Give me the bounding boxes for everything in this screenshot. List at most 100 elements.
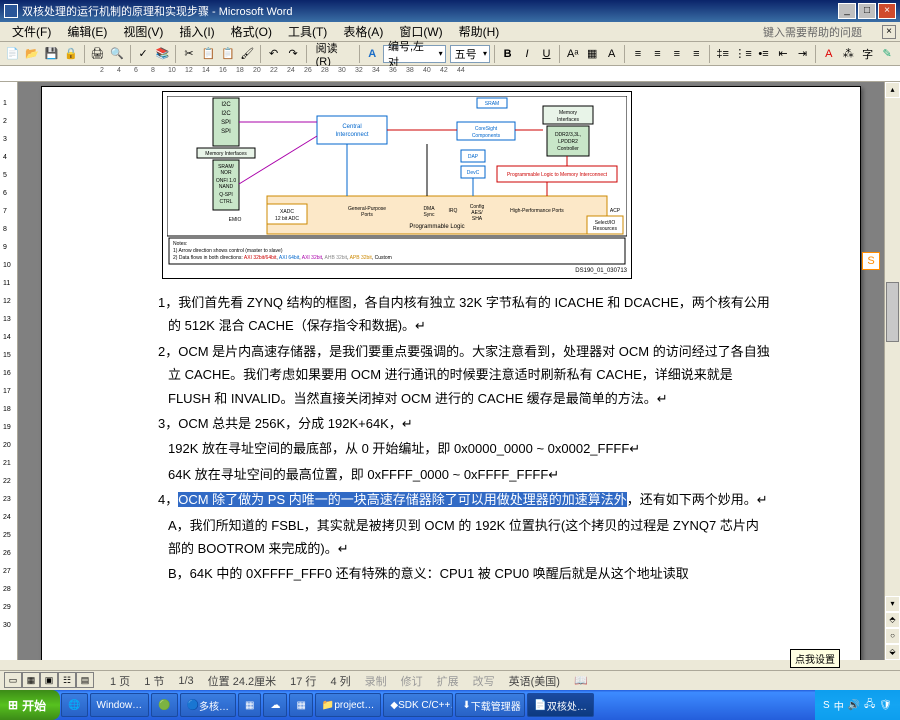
svg-text:1) Arrow direction shows contr: 1) Arrow direction shows control (master… — [173, 248, 283, 254]
task-sogou[interactable]: 🔵多核… — [180, 693, 236, 717]
document-body[interactable]: 1，我们首先看 ZYNQ 结构的框图，各自内核有独立 32K 字节私有的 ICA… — [142, 291, 770, 586]
task-sdk[interactable]: ◆SDK C/C++… — [383, 693, 453, 717]
para-4a: A，我们所知道的 FSBL，其实就是被拷贝到 OCM 的 192K 位置执行(这… — [142, 514, 770, 561]
read-button[interactable]: 阅读(R) — [311, 44, 353, 64]
bullet-list-icon[interactable]: •≡ — [755, 44, 772, 64]
next-page-icon[interactable]: ⬙ — [885, 644, 900, 660]
numbered-list-icon[interactable]: ⋮≡ — [733, 44, 752, 64]
highlighted-text: OCM 除了做为 PS 内唯一的一块高速存储器除了可以用做处理器的加速算法外 — [178, 492, 627, 507]
menu-help[interactable]: 帮助(H) — [451, 21, 508, 42]
browse-obj-icon[interactable]: ○ — [885, 628, 900, 644]
svg-text:High-Performance Ports: High-Performance Ports — [510, 208, 564, 214]
tray-shield-icon[interactable]: 🛡 — [879, 700, 892, 711]
underline-icon[interactable]: U — [538, 44, 555, 64]
scroll-up-icon[interactable]: ▴ — [885, 82, 900, 98]
svg-text:NOR: NOR — [220, 170, 232, 176]
save-icon[interactable]: 💾 — [43, 44, 60, 64]
research-icon[interactable]: 📚 — [154, 44, 171, 64]
sogou-side-icon[interactable]: S — [862, 252, 880, 270]
svg-text:Programmable Logic to Memory I: Programmable Logic to Memory Interconnec… — [507, 172, 608, 178]
vertical-scrollbar[interactable]: ▴ ▾ ⬘ ○ ⬙ — [884, 82, 900, 660]
status-rec[interactable]: 录制 — [365, 673, 387, 689]
char-scale-icon[interactable]: ⁂ — [839, 44, 856, 64]
page-scroll[interactable]: I2C I2C SPI SPI Memory Interfaces SRAM/ … — [18, 82, 884, 660]
title-bar: 双核处理的运行机制的原理和实现步骤 - Microsoft Word _ □ × — [0, 0, 900, 22]
status-track[interactable]: 修订 — [401, 673, 423, 689]
vertical-ruler[interactable]: 1234567891011121314151617181920212223242… — [0, 82, 18, 660]
window-title: 双核处理的运行机制的原理和实现步骤 - Microsoft Word — [22, 3, 838, 19]
align-center-icon[interactable]: ≡ — [649, 44, 666, 64]
normal-view-icon[interactable]: ▭ — [4, 672, 22, 688]
horizontal-ruler[interactable]: 2468101214161820222426283032343638404244 — [0, 66, 900, 82]
border-icon[interactable]: ▦ — [583, 44, 600, 64]
status-ext[interactable]: 扩展 — [437, 673, 459, 689]
tray-ime-icon[interactable]: 中 — [834, 698, 844, 713]
font-size-combo[interactable]: 五号 — [450, 45, 490, 63]
bold-icon[interactable]: B — [499, 44, 516, 64]
char-shade-icon[interactable]: A — [603, 44, 620, 64]
highlight-icon[interactable]: ✎ — [878, 44, 895, 64]
format-painter-icon[interactable]: 🖌 — [239, 44, 256, 64]
para-3a: 192K 放在寻址空间的最底部，从 0 开始编址，即 0x0000_0000 ~… — [142, 437, 770, 460]
web-view-icon[interactable]: ▦ — [22, 672, 40, 688]
task-app1[interactable]: ▦ — [238, 693, 261, 717]
prev-page-icon[interactable]: ⬘ — [885, 612, 900, 628]
task-project[interactable]: 📁project… — [315, 693, 381, 717]
tray-vol-icon[interactable]: 🔊 — [848, 700, 860, 711]
spell-icon[interactable]: ✓ — [134, 44, 151, 64]
system-tray[interactable]: S 中 🔊 🖧 🛡 — [815, 690, 900, 720]
menu-insert[interactable]: 插入(I) — [171, 21, 222, 42]
status-ovr[interactable]: 改写 — [473, 673, 495, 689]
new-doc-icon[interactable]: 📄 — [4, 44, 21, 64]
redo-icon[interactable]: ↷ — [284, 44, 301, 64]
indent-inc-icon[interactable]: ⇥ — [794, 44, 811, 64]
menu-file[interactable]: 文件(F) — [4, 21, 59, 42]
read-view-icon[interactable]: ▤ — [76, 672, 94, 688]
open-icon[interactable]: 📂 — [23, 44, 40, 64]
outline-view-icon[interactable]: ☷ — [58, 672, 76, 688]
task-ie[interactable]: 🌐 — [61, 693, 87, 717]
indent-dec-icon[interactable]: ⇤ — [774, 44, 791, 64]
align-left-icon[interactable]: ≡ — [629, 44, 646, 64]
align-right-icon[interactable]: ≡ — [668, 44, 685, 64]
scroll-thumb[interactable] — [886, 282, 899, 342]
status-lang[interactable]: 英语(美国) — [509, 673, 560, 689]
doc-close-button[interactable]: × — [882, 25, 896, 39]
permission-icon[interactable]: 🔒 — [62, 44, 79, 64]
task-word[interactable]: 📄双核处… — [527, 693, 593, 717]
cut-icon[interactable]: ✂ — [180, 44, 197, 64]
numbering-combo[interactable]: 编号,左对 — [383, 45, 446, 63]
preview-icon[interactable]: 🔍 — [108, 44, 125, 64]
line-spacing-icon[interactable]: ‡≡ — [714, 44, 731, 64]
menu-edit[interactable]: 编辑(E) — [59, 21, 115, 42]
maximize-button[interactable]: □ — [858, 3, 876, 19]
superscript-icon[interactable]: Aᵃ — [564, 44, 581, 64]
status-pages: 1/3 — [178, 675, 193, 687]
task-app2[interactable]: ☁ — [263, 693, 287, 717]
status-spell-icon[interactable]: 📖 — [574, 674, 588, 687]
task-app3[interactable]: ▦ — [289, 693, 312, 717]
paste-icon[interactable]: 📋 — [219, 44, 236, 64]
print-view-icon[interactable]: ▣ — [40, 672, 58, 688]
scroll-down-icon[interactable]: ▾ — [885, 596, 900, 612]
tray-sogou-icon[interactable]: S — [823, 700, 830, 711]
format-a-icon[interactable]: A — [364, 44, 381, 64]
asian-layout-icon[interactable]: 字 — [859, 44, 876, 64]
italic-icon[interactable]: I — [518, 44, 535, 64]
align-justify-icon[interactable]: ≡ — [688, 44, 705, 64]
menu-view[interactable]: 视图(V) — [115, 21, 171, 42]
task-chrome[interactable]: 🟢 — [151, 693, 177, 717]
font-color-icon[interactable]: A — [820, 44, 837, 64]
print-icon[interactable]: 🖨 — [89, 44, 106, 64]
task-download[interactable]: ⬇下载管理器 — [455, 693, 525, 717]
copy-icon[interactable]: 📋 — [200, 44, 217, 64]
start-button[interactable]: ⊞开始 — [0, 690, 60, 720]
undo-icon[interactable]: ↶ — [265, 44, 282, 64]
task-explorer[interactable]: Window… — [90, 693, 150, 717]
tray-net-icon[interactable]: 🖧 — [864, 697, 875, 714]
help-hint[interactable]: 键入需要帮助的问题 — [763, 24, 882, 40]
close-button[interactable]: × — [878, 3, 896, 19]
minimize-button[interactable]: _ — [838, 3, 856, 19]
svg-text:I2C: I2C — [221, 111, 231, 117]
menu-format[interactable]: 格式(O) — [223, 21, 280, 42]
